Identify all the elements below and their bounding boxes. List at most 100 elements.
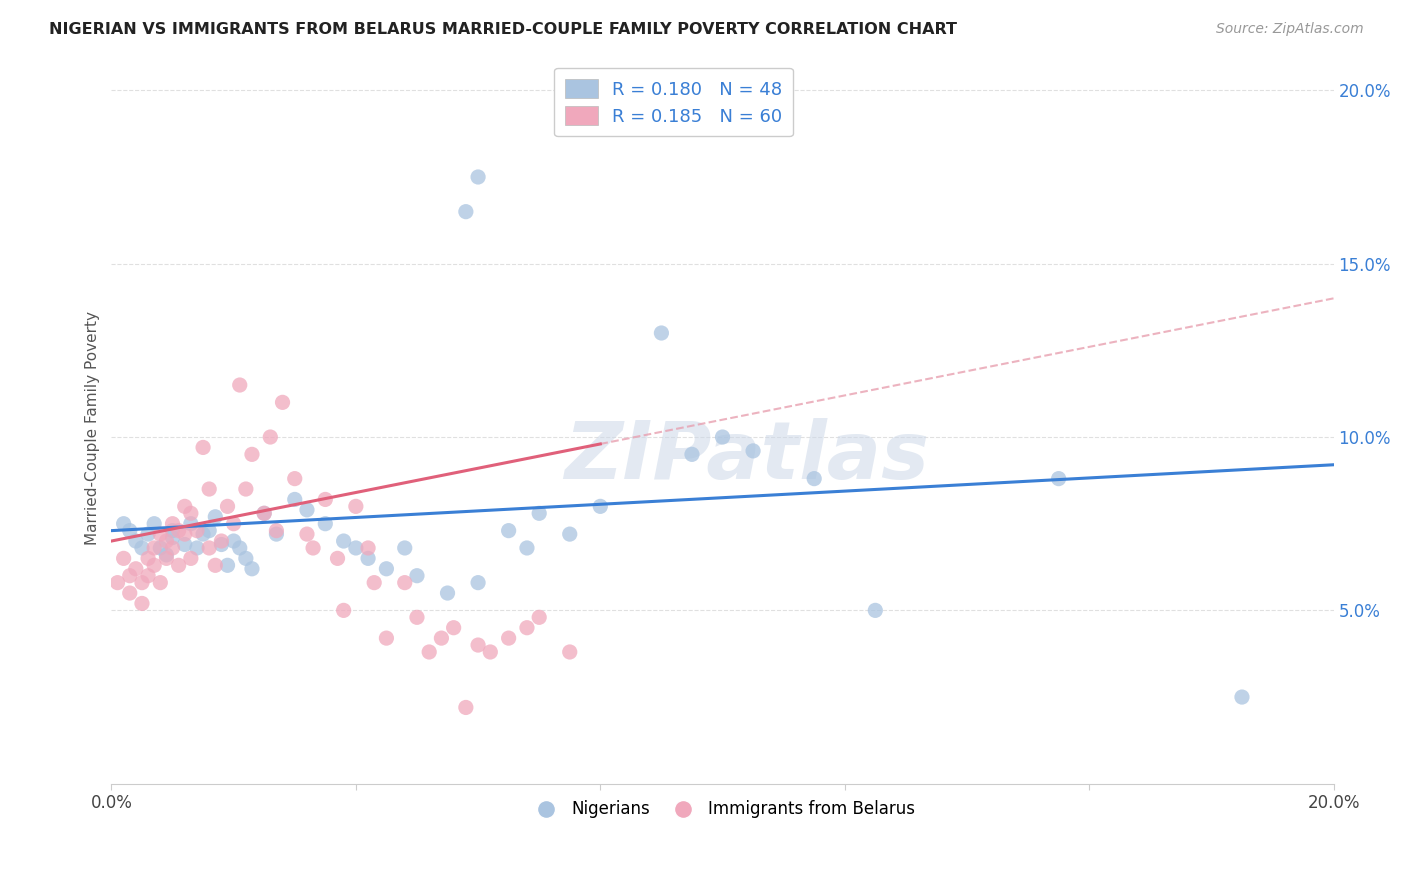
Point — [454, 700, 477, 714]
Point — [284, 472, 307, 486]
Point — [125, 562, 148, 576]
Point — [186, 524, 208, 538]
Point — [681, 447, 703, 461]
Legend: Nigerians, Immigrants from Belarus: Nigerians, Immigrants from Belarus — [523, 794, 922, 825]
Point — [711, 430, 734, 444]
Point — [527, 610, 550, 624]
Point — [467, 638, 489, 652]
Point — [107, 575, 129, 590]
Point — [266, 527, 288, 541]
Point — [1230, 690, 1253, 704]
Point — [155, 548, 177, 562]
Point — [363, 575, 385, 590]
Point — [118, 524, 141, 538]
Point — [344, 500, 367, 514]
Point — [558, 527, 581, 541]
Point — [253, 506, 276, 520]
Point — [191, 441, 214, 455]
Point — [332, 603, 354, 617]
Point — [498, 524, 520, 538]
Point — [375, 562, 398, 576]
Point — [180, 516, 202, 531]
Point — [357, 541, 380, 555]
Point — [173, 527, 195, 541]
Point — [479, 645, 502, 659]
Point — [516, 541, 538, 555]
Point — [271, 395, 294, 409]
Point — [314, 516, 336, 531]
Point — [344, 541, 367, 555]
Point — [406, 568, 429, 582]
Point — [143, 558, 166, 573]
Point — [217, 558, 239, 573]
Point — [131, 541, 153, 555]
Point — [375, 631, 398, 645]
Point — [217, 500, 239, 514]
Point — [118, 586, 141, 600]
Point — [136, 568, 159, 582]
Point — [204, 558, 226, 573]
Point — [167, 524, 190, 538]
Point — [131, 597, 153, 611]
Point — [149, 541, 172, 555]
Point — [865, 603, 887, 617]
Point — [259, 430, 281, 444]
Point — [209, 534, 232, 549]
Point — [143, 516, 166, 531]
Point — [204, 509, 226, 524]
Point — [155, 551, 177, 566]
Point — [180, 506, 202, 520]
Point — [436, 586, 458, 600]
Point — [284, 492, 307, 507]
Point — [295, 503, 318, 517]
Point — [295, 527, 318, 541]
Point — [173, 500, 195, 514]
Point — [162, 541, 184, 555]
Text: Source: ZipAtlas.com: Source: ZipAtlas.com — [1216, 22, 1364, 37]
Point — [198, 524, 221, 538]
Point — [112, 516, 135, 531]
Point — [332, 534, 354, 549]
Point — [209, 537, 232, 551]
Y-axis label: Married-Couple Family Poverty: Married-Couple Family Poverty — [86, 311, 100, 545]
Point — [314, 492, 336, 507]
Point — [235, 551, 257, 566]
Point — [131, 575, 153, 590]
Point — [235, 482, 257, 496]
Point — [266, 524, 288, 538]
Point — [253, 506, 276, 520]
Point — [467, 575, 489, 590]
Point — [229, 378, 252, 392]
Point — [742, 443, 765, 458]
Point — [498, 631, 520, 645]
Point — [180, 551, 202, 566]
Point — [558, 645, 581, 659]
Point — [229, 541, 252, 555]
Point — [198, 482, 221, 496]
Point — [155, 534, 177, 549]
Point — [125, 534, 148, 549]
Point — [143, 541, 166, 555]
Text: NIGERIAN VS IMMIGRANTS FROM BELARUS MARRIED-COUPLE FAMILY POVERTY CORRELATION CH: NIGERIAN VS IMMIGRANTS FROM BELARUS MARR… — [49, 22, 957, 37]
Point — [418, 645, 440, 659]
Point — [240, 447, 263, 461]
Point — [589, 500, 612, 514]
Point — [149, 575, 172, 590]
Point — [118, 568, 141, 582]
Point — [162, 516, 184, 531]
Point — [357, 551, 380, 566]
Point — [222, 516, 245, 531]
Point — [167, 558, 190, 573]
Point — [112, 551, 135, 566]
Point — [191, 527, 214, 541]
Point — [149, 527, 172, 541]
Point — [198, 541, 221, 555]
Point — [1047, 472, 1070, 486]
Point — [162, 524, 184, 538]
Text: ZIPatlas: ZIPatlas — [564, 417, 929, 496]
Point — [516, 621, 538, 635]
Point — [430, 631, 453, 645]
Point — [406, 610, 429, 624]
Point — [650, 326, 672, 340]
Point — [527, 506, 550, 520]
